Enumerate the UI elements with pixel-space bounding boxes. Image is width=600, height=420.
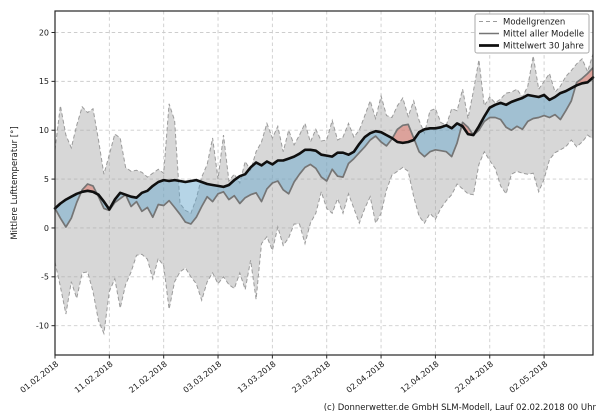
legend-item: Mittelwert 30 Jahre [479,41,584,51]
y-tick-label: -10 [36,321,49,330]
y-axis-title: Mittlere Lufttemperatur [°] [10,126,20,239]
model-upper-bound-line [54,53,594,215]
y-axis: 20 15 10 5 0 -5 -10 [36,28,55,330]
legend-box: Modellgrenzen Mittel aller Modelle Mittelw… [474,13,590,54]
y-tick-label: 10 [39,126,49,135]
legend-frame [474,13,590,54]
y-tick-label: 0 [44,224,49,233]
plot-frame [54,10,594,356]
y-tick-label: 15 [39,77,49,86]
climatology-line [53,76,595,211]
y-tick-label: 5 [44,175,49,184]
legend-label: Modellgrenzen [503,17,565,27]
legend-label: Mittelwert 30 Jahre [503,41,584,51]
y-tick-label: 20 [39,28,49,37]
legend-label: Mittel aller Modelle [503,29,584,39]
legend-item: Mittel aller Modelle [479,29,584,39]
model-lower-bound-line [54,134,594,336]
colder-than-normal-fill [55,77,593,227]
copyright-note: (c) Donnerwetter.de GmbH SLM-Modell, Lau… [323,403,596,413]
legend-item: Modellgrenzen [479,17,565,27]
model-mean-line [54,67,594,228]
y-tick-label: -5 [41,273,49,282]
